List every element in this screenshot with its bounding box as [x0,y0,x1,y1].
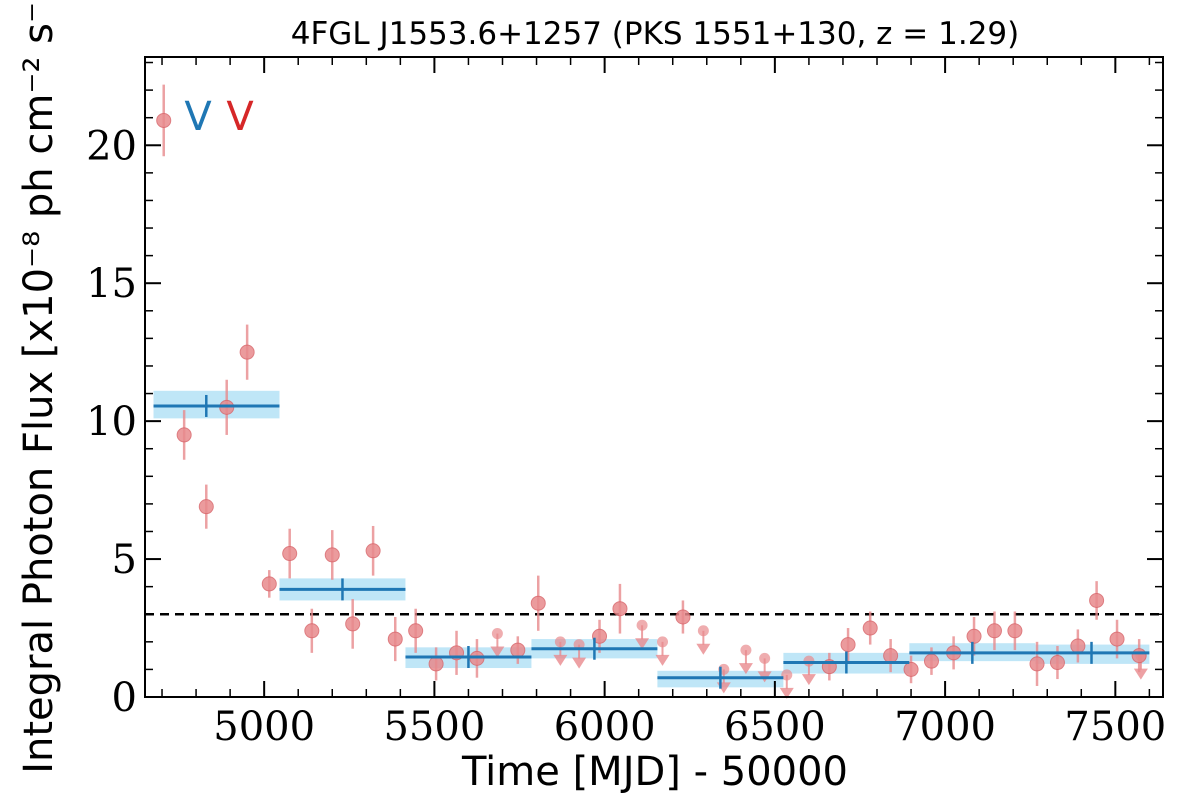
marker-label: V [226,94,254,140]
data-point [176,427,192,443]
upper-limit-arrow [779,687,794,699]
data-point [1109,631,1125,647]
data-point [675,609,691,625]
data-point [592,628,608,644]
data-point [304,623,320,639]
y-ticks: 0 5 10 15 20 [86,61,1163,721]
y-tick-label: 0 [112,675,137,721]
data-point [261,576,277,592]
data-point [345,616,361,632]
data-point [198,499,214,515]
x-tick-label: 5000 [213,704,315,750]
data-point [365,543,381,559]
x-tick-label: 7000 [894,704,996,750]
x-tick-label: 5500 [383,704,485,750]
bin-bands [153,390,1150,688]
chart-title: 4FGL J1553.6+1257 (PKS 1551+130, z = 1.2… [291,16,1020,52]
data-point [966,628,982,644]
data-point [408,623,424,639]
plot-frame-rect [144,56,1164,698]
data-point [324,547,340,563]
upper-limit-arrow [572,657,587,669]
marker-label: V [184,94,212,140]
upper-limit-arrow [738,663,753,675]
x-tick-label: 6000 [554,704,656,750]
data-point [156,112,172,128]
data-point [387,631,403,647]
data-point [986,623,1002,639]
data-point [923,653,939,669]
data-point [840,637,856,653]
data-point [239,344,255,360]
data-point [428,656,444,672]
upper-limit-arrow [635,638,650,650]
y-tick-label: 5 [112,537,137,583]
plot-frame [144,56,1164,698]
data-point [1029,656,1045,672]
upper-limit-arrow [655,654,670,666]
data-point [1049,655,1065,671]
data-point [1070,638,1086,654]
data-point [510,642,526,658]
upper-limit-arrow [553,654,568,666]
x-tick-label: 6500 [724,704,826,750]
data-point [1089,592,1105,608]
data-point [530,595,546,611]
data-point [862,620,878,636]
upper-limit-arrow [801,674,816,686]
x-axis-label: Time [MJD] - 50000 [461,749,848,795]
data-point [612,601,628,617]
data-point [282,546,298,562]
y-tick-label: 15 [86,261,137,307]
x-ticks: 5000 5500 6000 6500 7000 7500 [161,57,1166,750]
x-tick-label: 7500 [1064,704,1166,750]
upper-limit-arrow [696,643,711,655]
upper-limit-arrow [490,646,505,658]
upper-limit-arrow [716,682,731,694]
bin-lines [153,394,1150,689]
data-point [1131,648,1147,664]
data-point [1007,623,1023,639]
y-axis-label: Integral Photon Flux [x10⁻⁸ ph cm⁻² s⁻¹] [16,0,62,774]
y-tick-label: 10 [86,399,137,445]
data-point [903,661,919,677]
y-tick-label: 20 [86,123,137,169]
upper-limit-arrow [1133,668,1148,680]
data-point [883,648,899,664]
